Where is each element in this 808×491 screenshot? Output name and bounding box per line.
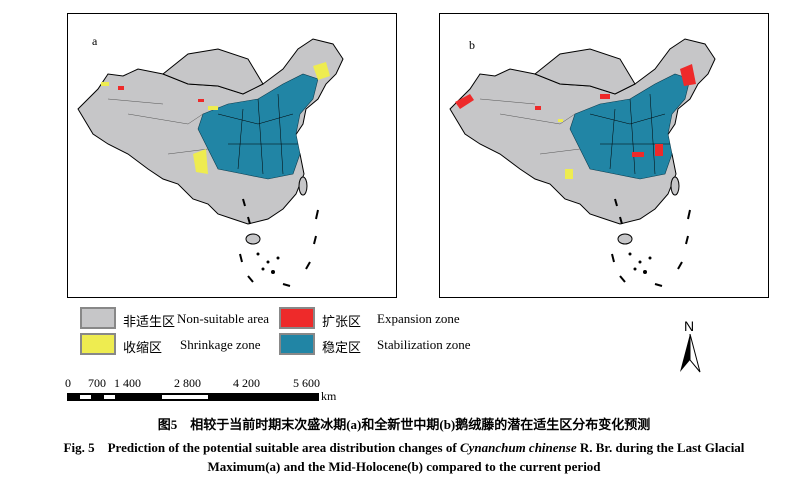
- legend-swatch-stabilization: [279, 333, 315, 355]
- legend-swatch-shrinkage: [80, 333, 116, 355]
- legend-en: Non-suitable area: [177, 311, 270, 326]
- map-b: [449, 38, 716, 287]
- scale-tick: 5 600: [293, 376, 320, 390]
- north-arrow-icon: [680, 334, 701, 373]
- map-panel-b: b: [439, 13, 769, 298]
- caption-zh: 图5 相较于当前时期末次盛冰期(a)和全新世中期(b)鹅绒藤的潜在适生区分布变化…: [157, 417, 651, 432]
- legend-zh: 收缩区: [123, 340, 163, 355]
- panel-label: b: [469, 38, 475, 52]
- map-a: [77, 38, 344, 287]
- shrinkage-patches: [101, 62, 330, 174]
- scale-tick: 0: [65, 376, 71, 390]
- legend-en: Stabilization zone: [377, 337, 471, 352]
- map-panel-a: a: [67, 13, 397, 298]
- legend-swatch-expansion: [279, 307, 315, 329]
- legend-en: Shrinkage zone: [180, 337, 261, 352]
- scale-tick: 1 400: [114, 376, 141, 390]
- legend-zh: 非适生区: [123, 314, 176, 329]
- caption-en-line2: Maximum(a) and the Mid-Holocene(b) compa…: [207, 459, 601, 474]
- panel-label: a: [92, 34, 98, 48]
- shrinkage-patches: [558, 119, 573, 179]
- caption-en-line1: Fig. 5 Prediction of the potential suita…: [63, 440, 745, 455]
- legend-en: Expansion zone: [377, 311, 460, 326]
- north-label: N: [684, 318, 695, 334]
- scale-tick: 2 800: [174, 376, 201, 390]
- expansion-patches: [118, 86, 204, 102]
- legend-swatch-non-suitable: [80, 307, 116, 329]
- legend-zh: 稳定区: [322, 340, 362, 355]
- scale-tick: 700: [88, 376, 106, 390]
- legend-zh: 扩张区: [322, 314, 362, 329]
- scale-unit: km: [321, 389, 337, 403]
- scale-tick: 4 200: [233, 376, 260, 390]
- expansion-patches: [455, 64, 696, 157]
